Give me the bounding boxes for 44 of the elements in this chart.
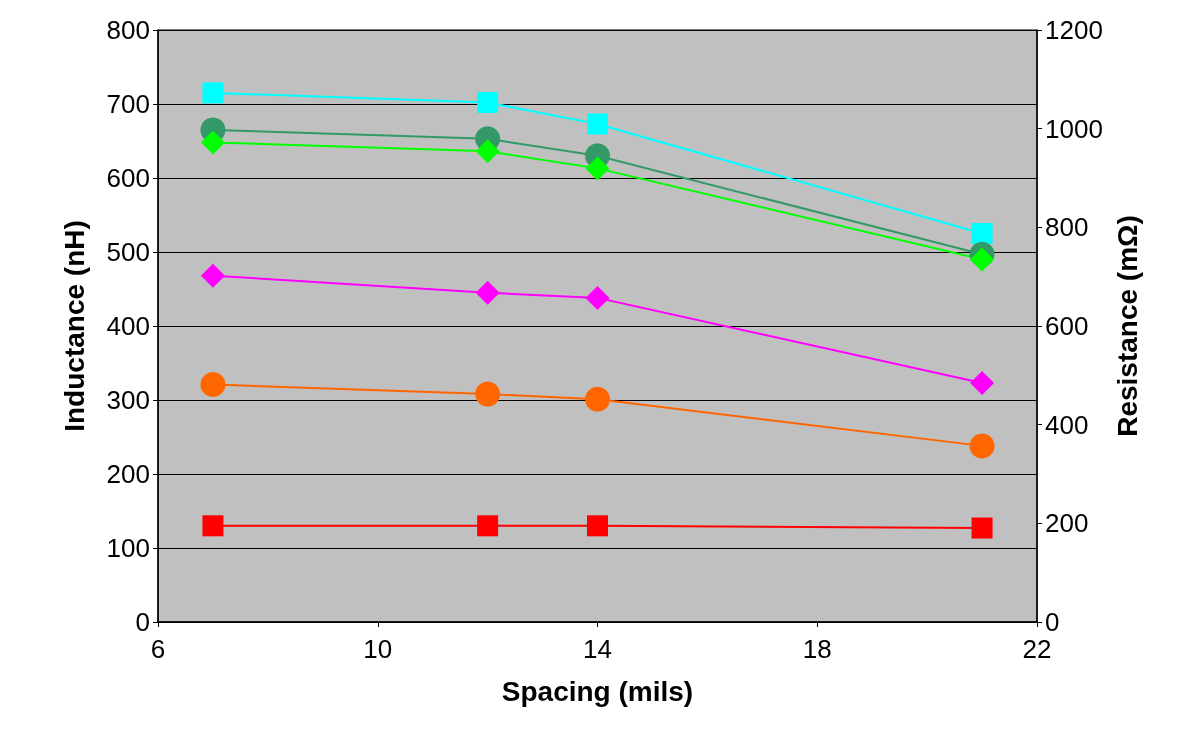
y2-tick-label: 1000: [1045, 113, 1103, 144]
point: [200, 263, 225, 288]
point: [200, 130, 225, 155]
point: [969, 433, 995, 459]
point: [477, 515, 499, 537]
point: [475, 280, 500, 305]
point: [202, 515, 224, 537]
x-axis-title: Spacing (mils): [501, 675, 694, 707]
y2-tick-label: 400: [1045, 409, 1089, 440]
y2-tick-label: 1200: [1045, 15, 1103, 45]
y2-tick-label: 200: [1045, 508, 1089, 539]
point: [970, 370, 995, 395]
point: [202, 82, 224, 104]
y-axis-title: Inductance (nH): [58, 220, 90, 432]
x-tick-label: 18: [802, 634, 832, 664]
point: [970, 247, 995, 272]
x-tick-label: 14: [583, 634, 612, 664]
point: [585, 386, 610, 412]
y-tick-label: 200: [106, 459, 150, 489]
point: [971, 517, 993, 539]
x-tick-label: 22: [1022, 634, 1052, 664]
y-tick-label: 700: [106, 89, 150, 119]
point: [475, 139, 500, 164]
y-tick-label: 100: [106, 533, 150, 563]
y-tick-label: 0: [135, 607, 150, 637]
y-tick-label: 500: [106, 237, 150, 267]
point: [477, 92, 499, 114]
x-tick-label: 6: [150, 634, 166, 664]
y2-tick-label: 600: [1045, 311, 1089, 341]
point: [587, 515, 608, 537]
point: [200, 371, 226, 397]
y-tick-label: 800: [106, 15, 150, 45]
point: [475, 381, 501, 407]
x-tick-label: 10: [363, 634, 393, 664]
y-tick-label: 300: [106, 385, 150, 415]
y2-tick-label: 0: [1045, 607, 1060, 637]
point: [585, 285, 610, 310]
point: [585, 156, 610, 181]
y2-tick-label: 800: [1045, 212, 1089, 243]
y-tick-label: 600: [106, 163, 150, 193]
y2-axis-title: Resistance (mΩ): [1112, 215, 1144, 437]
point: [971, 223, 993, 244]
y-tick-label: 400: [106, 311, 150, 341]
point: [587, 113, 608, 135]
